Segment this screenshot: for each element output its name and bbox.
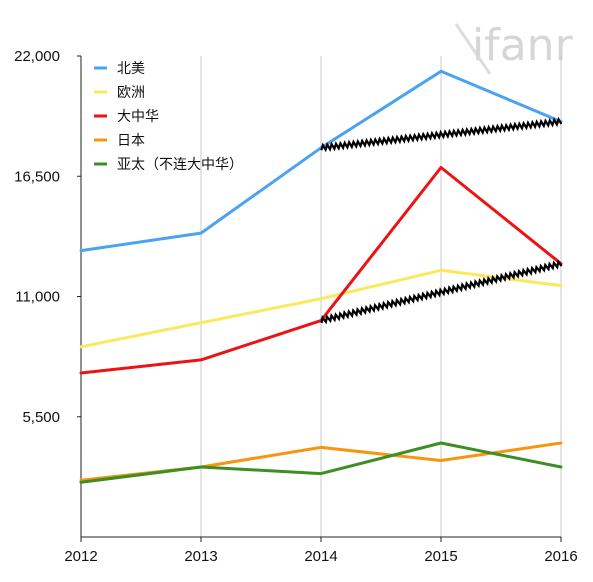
trend-line (320, 116, 563, 153)
y-tick-label: 5,500 (22, 409, 60, 426)
legend-label: 大中华 (117, 109, 159, 125)
x-tick-label: 2012 (64, 548, 97, 565)
trend-line (320, 259, 563, 325)
y-tick-label: 11,000 (15, 289, 60, 306)
watermark: ifanr (454, 20, 574, 75)
legend-label: 欧洲 (117, 85, 145, 101)
x-tick-label: 2015 (424, 548, 457, 565)
y-tick-label: 16,500 (14, 168, 60, 185)
legend-label: 日本 (117, 133, 145, 149)
x-tick-label: 2016 (544, 548, 577, 565)
trend-lines (320, 116, 563, 325)
grid (200, 56, 562, 537)
series-line (79, 441, 563, 484)
x-tick-label: 2014 (304, 548, 337, 565)
watermark-text: ifanr (472, 20, 574, 71)
legend-label: 北美 (117, 61, 145, 77)
series-line (79, 268, 563, 349)
y-tick-label: 22,000 (14, 48, 60, 65)
axes: 5,500 11,000 16,500 22,000 2012 2013 2014 2015 2… (14, 48, 578, 565)
legend-label: 亚太（不连大中华） (117, 157, 243, 173)
watermark-slash (454, 23, 492, 75)
x-tick-label: 2013 (184, 548, 217, 565)
